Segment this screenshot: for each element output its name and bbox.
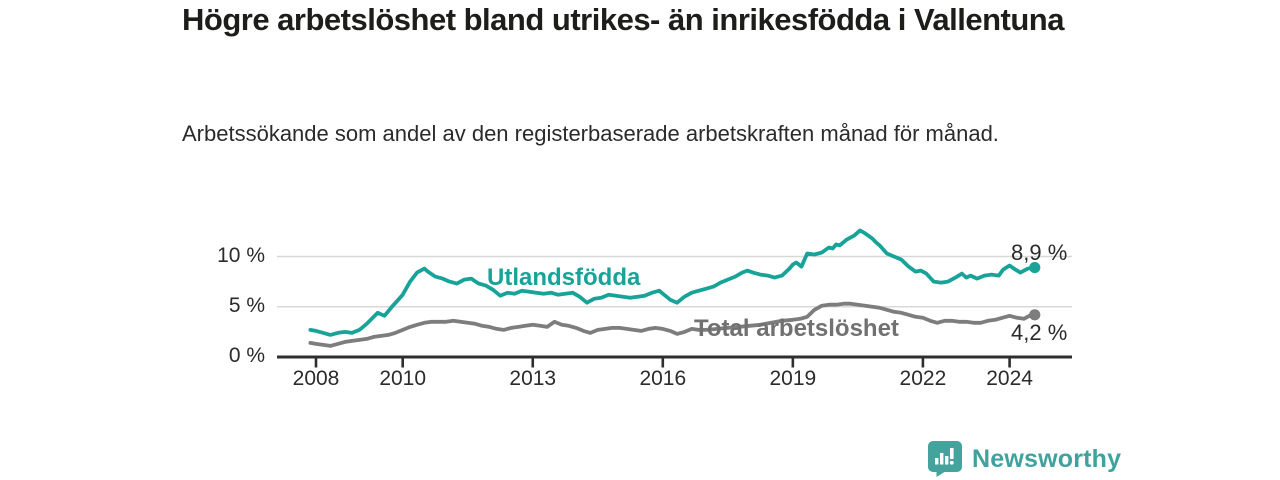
end-value-label-total: 4,2 % — [1011, 320, 1068, 345]
series-label-total-arbetsloshet: Total arbetslöshet — [694, 315, 899, 342]
x-tick-label-2019: 2019 — [769, 367, 817, 390]
series-label-utlandsfodda: Utlandsfödda — [487, 264, 641, 291]
line-total-arbetsl-shet — [308, 301, 1037, 348]
x-tick-label-2010: 2010 — [379, 367, 427, 390]
end-dot-utlandsf-dda — [1029, 261, 1041, 274]
x-tick-label-2008: 2008 — [292, 367, 340, 390]
line-utlandsf-dda — [308, 228, 1037, 337]
brand-footer: Newsworthy — [928, 441, 1121, 477]
page-subtitle: Arbetssökande som andel av den registerb… — [182, 121, 999, 146]
end-value-label-utlandsfodda: 8,9 % — [1011, 240, 1068, 265]
page-title: Högre arbetslöshet bland utrikes- än inr… — [182, 2, 1065, 37]
newsworthy-logo-icon — [928, 441, 962, 477]
x-tick-label-2013: 2013 — [509, 367, 557, 390]
x-tick-label-2016: 2016 — [639, 367, 687, 390]
y-tick-label-5: 5 % — [228, 293, 265, 317]
y-tick-label-0: 0 % — [228, 344, 265, 367]
x-tick-label-2024: 2024 — [986, 367, 1033, 390]
end-dot-total-arbetsl-shet — [1029, 309, 1041, 321]
brand-name: Newsworthy — [972, 444, 1122, 473]
y-tick-label-10: 10 % — [217, 243, 265, 267]
x-tick-label-2022: 2022 — [899, 367, 947, 390]
